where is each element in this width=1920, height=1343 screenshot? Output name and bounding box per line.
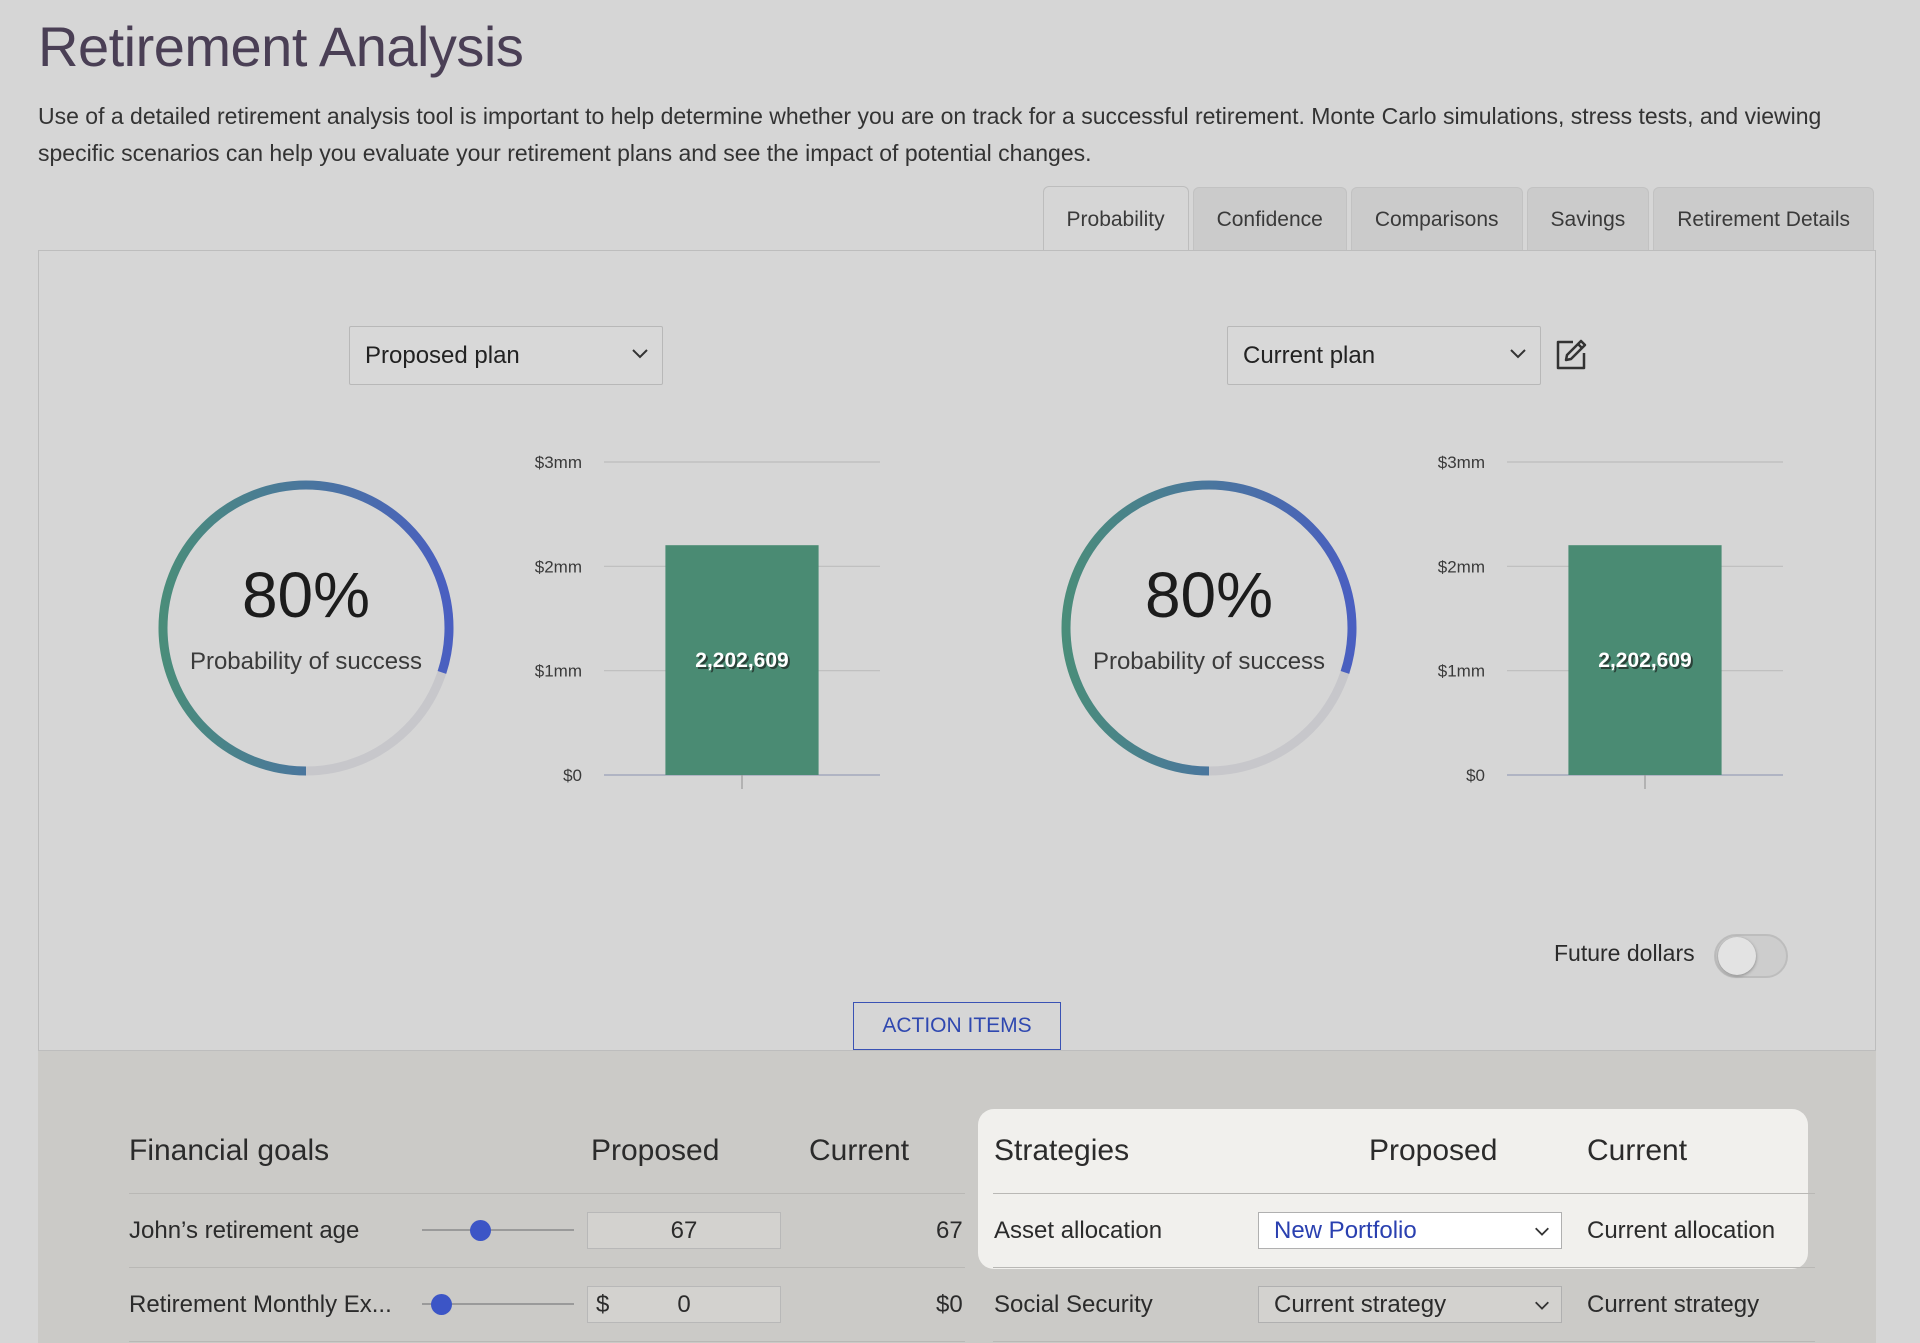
strategies-header: Strategies [994,1134,1130,1167]
divider [993,1267,1815,1268]
strategies-proposed-header: Proposed [1369,1134,1498,1167]
goals-proposed-header: Proposed [591,1134,720,1167]
ring-progress [158,480,454,776]
tab-confidence[interactable]: Confidence [1192,187,1347,251]
input-value: 67 [670,1216,698,1244]
edit-icon[interactable] [1552,336,1590,374]
goal-current-value: 67 [936,1217,963,1244]
asset-allocation-select[interactable]: New Portfolio [1258,1212,1562,1249]
monthly-expense-input[interactable]: $ 0 [587,1286,781,1323]
y-tick-label: $1mm [1438,662,1485,681]
chevron-down-icon [1510,349,1526,359]
y-tick-label: $3mm [1438,453,1485,472]
y-tick-label: $3mm [535,453,582,472]
action-items-button[interactable]: ACTION ITEMS [853,1002,1061,1050]
chevron-down-icon [1535,1301,1549,1310]
y-tick-label: $2mm [535,557,582,576]
social-security-select[interactable]: Current strategy [1258,1286,1562,1323]
strategy-current-value: Current allocation [1587,1217,1776,1244]
select-value: Current strategy [1274,1290,1447,1318]
financial-goals-header: Financial goals [129,1134,330,1167]
probability-ring [1061,480,1357,776]
slider-thumb[interactable] [470,1220,492,1241]
strategy-label: Asset allocation [994,1217,1163,1244]
goal-current-value: $0 [936,1291,963,1318]
strategy-current-value: Current strategy [1587,1291,1760,1318]
probability-value: 80% [1144,559,1274,631]
bar-value-label: 2,202,609 [695,649,788,672]
tab-bar: Probability Confidence Comparisons Savin… [1042,186,1874,252]
plan-select-value: Current plan [1243,341,1376,369]
bar-value-label-shadow: 2,202,609 [697,651,790,674]
strategy-label: Social Security [994,1291,1153,1318]
goal-label: John’s retirement age [129,1217,360,1244]
bar-value-label: 2,202,609 [1598,649,1691,672]
bar [665,545,819,775]
currency-symbol: $ [596,1291,610,1318]
probability-ring [158,480,454,776]
plan-select-value: Proposed plan [365,341,520,369]
slider-track [422,1303,574,1305]
divider [129,1267,965,1268]
page-title: Retirement Analysis [38,15,524,78]
retirement-age-slider[interactable] [422,1216,574,1244]
bar [1568,545,1722,775]
divider [129,1193,965,1194]
y-tick-label: $1mm [535,662,582,681]
proposed-plan-select[interactable]: Proposed plan [349,326,663,385]
select-value: New Portfolio [1274,1216,1417,1244]
slider-track [422,1229,574,1231]
y-tick-label: $2mm [1438,557,1485,576]
tab-probability[interactable]: Probability [1042,186,1189,252]
future-dollars-label: Future dollars [1554,940,1695,966]
tab-retirement-details[interactable]: Retirement Details [1653,187,1874,251]
divider [129,1341,965,1342]
y-tick-label: $0 [563,766,582,785]
chevron-down-icon [632,349,648,359]
probability-label: Probability of success [1092,648,1326,675]
future-dollars-toggle[interactable] [1714,934,1788,978]
divider [993,1193,1815,1194]
probability-label: Probability of success [189,648,423,675]
goal-label: Retirement Monthly Ex... [129,1291,392,1318]
slider-thumb[interactable] [431,1294,453,1315]
ring-progress [1061,480,1357,776]
chevron-down-icon [1535,1227,1549,1236]
monthly-expense-slider[interactable] [422,1290,574,1318]
y-tick-label: $0 [1466,766,1485,785]
retirement-age-input[interactable]: 67 [587,1212,781,1249]
input-value: 0 [677,1290,691,1318]
bar-value-label-shadow: 2,202,609 [1600,651,1693,674]
current-plan-select[interactable]: Current plan [1227,326,1541,385]
tab-savings[interactable]: Savings [1526,187,1650,251]
divider [993,1341,1815,1342]
tab-comparisons[interactable]: Comparisons [1350,187,1523,251]
toggle-knob [1718,937,1756,975]
strategies-current-header: Current [1587,1134,1688,1167]
page-intro: Use of a detailed retirement analysis to… [38,103,1822,166]
probability-value: 80% [241,559,371,631]
goals-current-header: Current [809,1134,910,1167]
